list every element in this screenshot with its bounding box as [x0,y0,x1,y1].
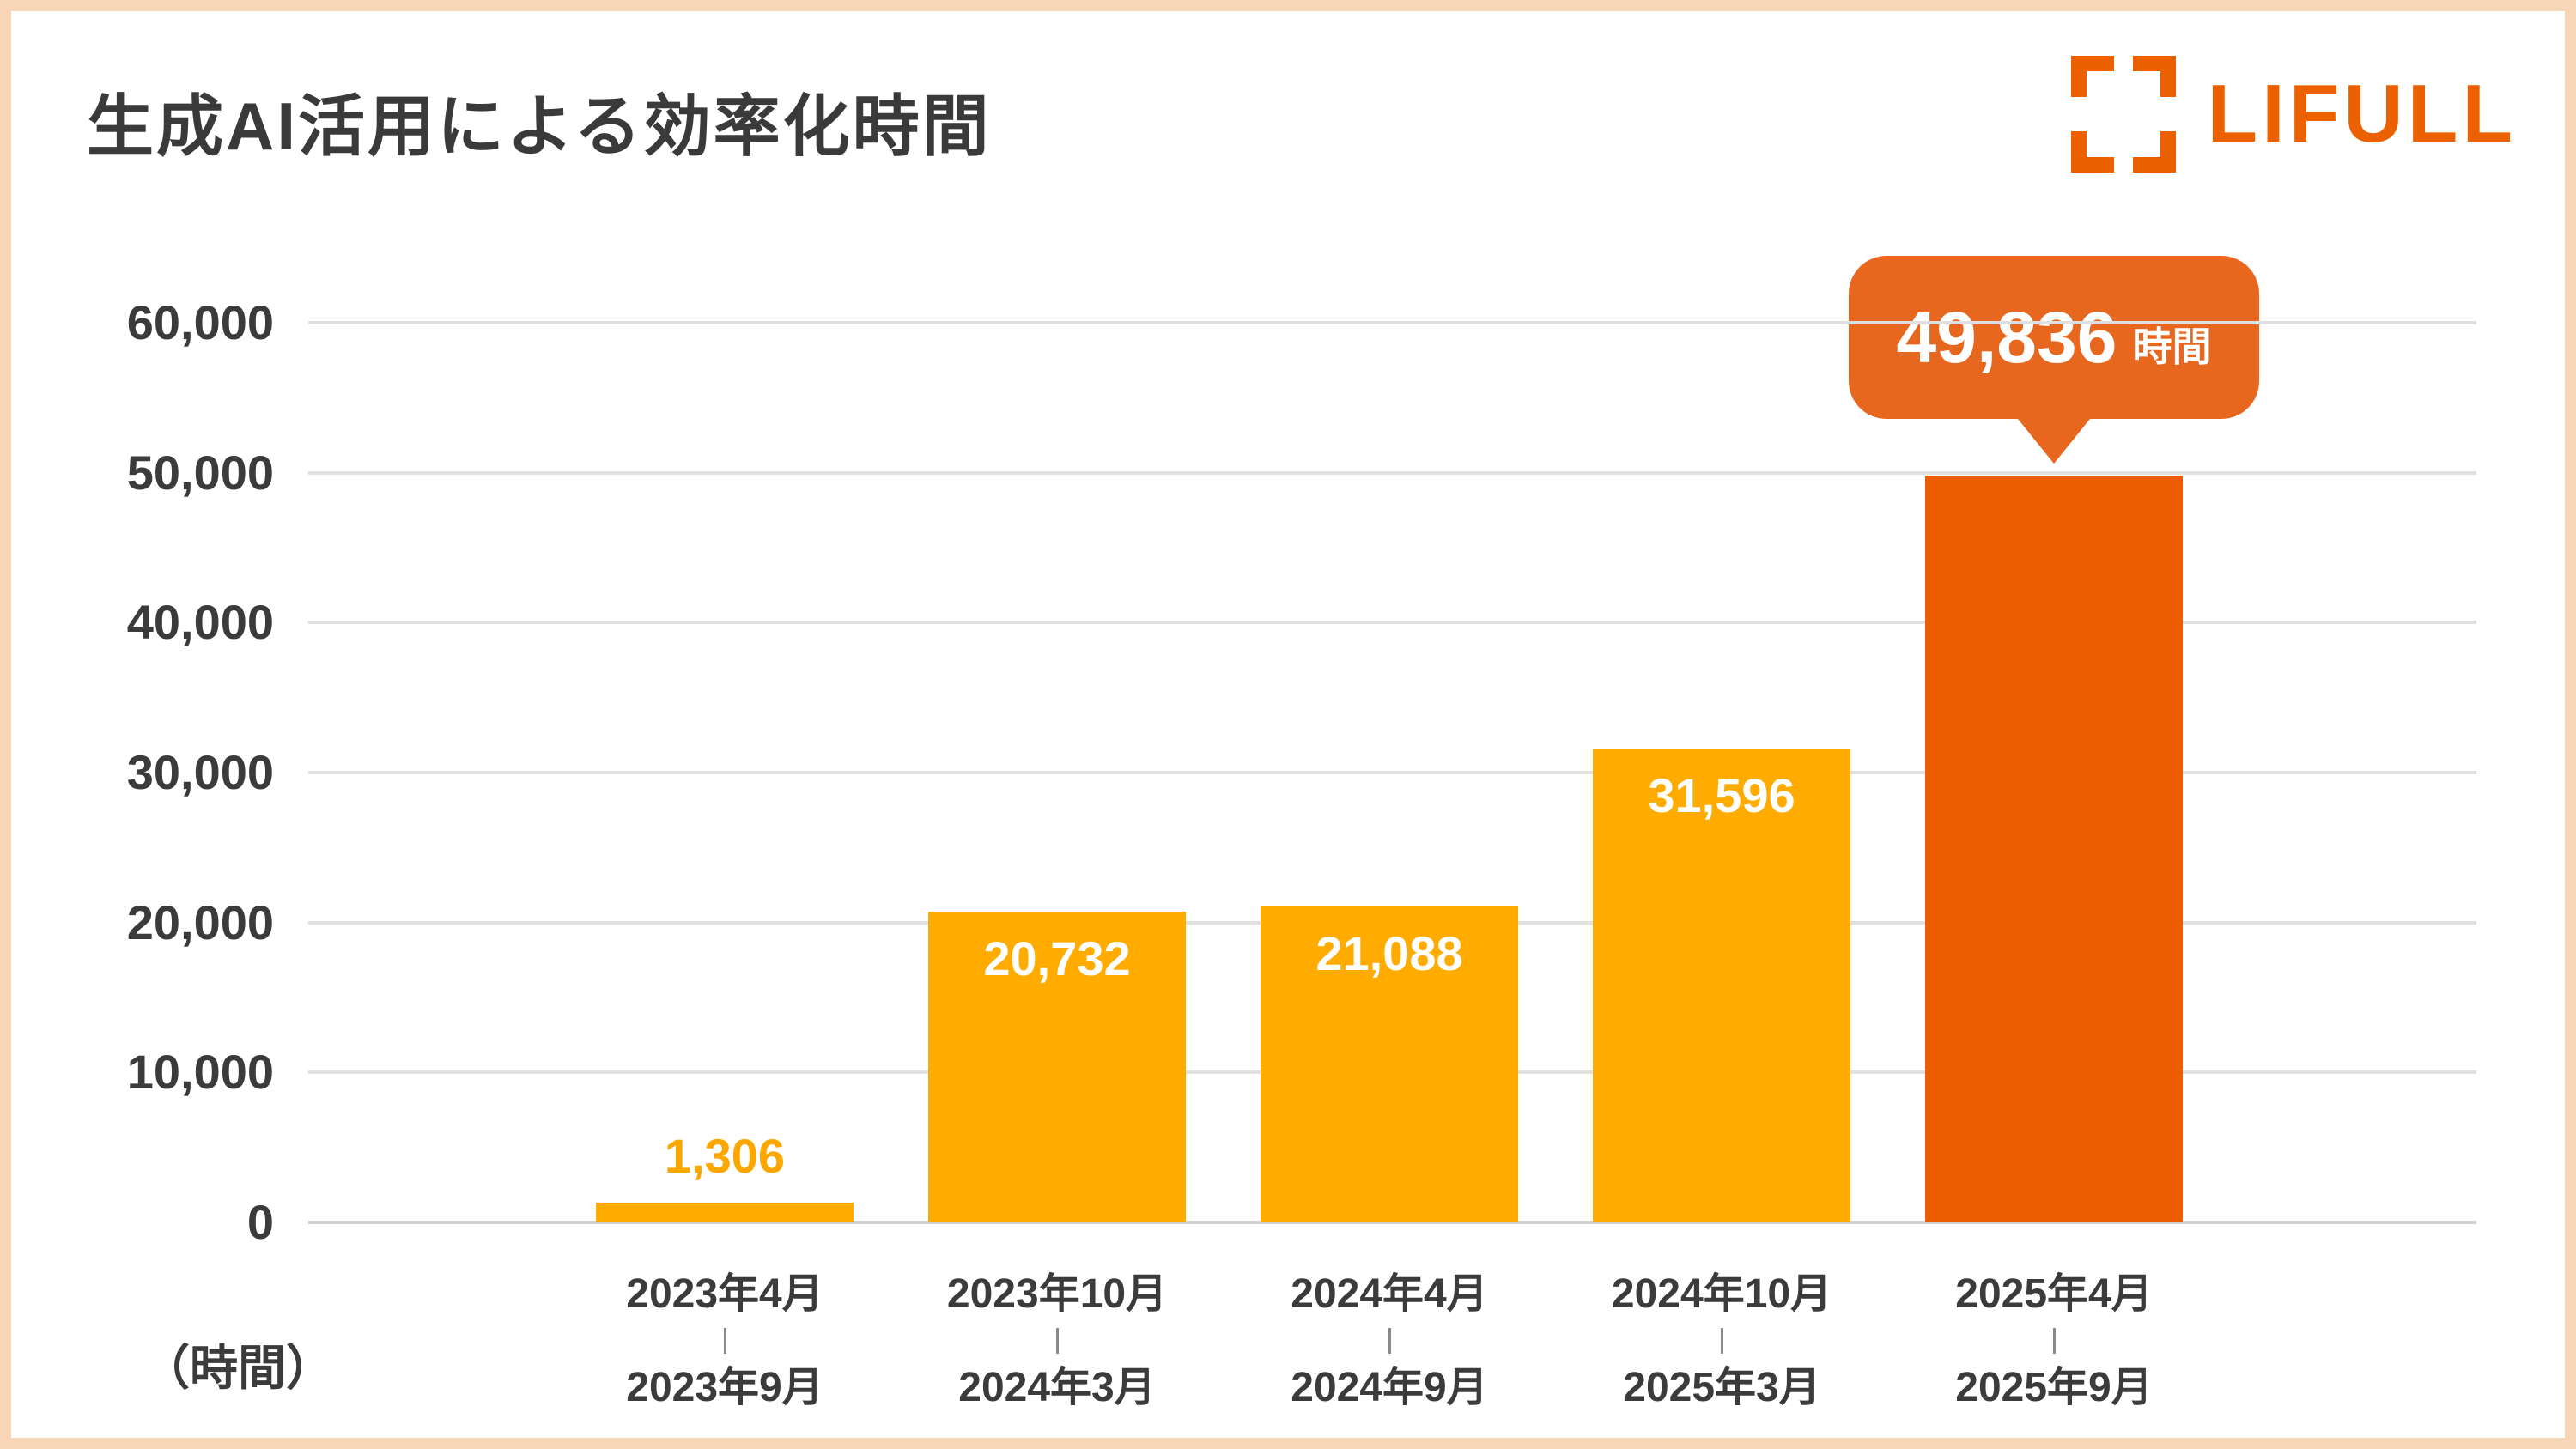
callout-value: 49,836 [1896,296,2117,378]
gridline [308,1221,2476,1224]
gridline [308,321,2476,324]
bar-value-label: 1,306 [664,1129,786,1184]
y-tick-label: 50,000 [126,445,274,500]
bar-value-label: 31,596 [1648,768,1795,823]
y-tick-label: 20,000 [126,894,274,949]
bar-5 [1925,475,2183,1222]
x-label-range-tick [1388,1328,1391,1355]
x-axis-label-group: 2025年4月 2025年9月 [1865,1270,2243,1411]
x-label-end: 2024年9月 [1291,1365,1488,1411]
bar-1: 1,306 [596,1129,854,1222]
callout-bubble: 49,836 時間 [1849,255,2259,464]
x-label-start: 2023年4月 [626,1271,823,1317]
page-title: 生成AI活用による効率化時間 [87,88,992,164]
lifull-logo: LIFULL [2071,56,2517,173]
y-axis-labels: 60,000 50,000 40,000 30,000 20,000 10,000 0 [63,299,274,1246]
gridline [308,621,2476,625]
x-label-end: 2023年9月 [626,1365,823,1411]
callout-unit: 時間 [2132,324,2212,369]
y-axis-unit-label: （時間） [142,1341,334,1395]
x-label-end: 2025年9月 [1955,1365,2153,1411]
x-label-range-tick [1720,1328,1723,1355]
bar-2: 20,732 [928,911,1186,1222]
y-tick-label: 0 [246,1195,274,1249]
lifull-frame-icon [2071,56,2177,173]
y-tick-label: 30,000 [126,745,274,799]
gridline [308,771,2476,774]
callout-tail-icon [2018,418,2090,464]
lifull-logo-text: LIFULL [2207,68,2517,160]
x-axis-label-group: 2023年10月 2024年3月 [868,1270,1246,1411]
x-label-end: 2024年3月 [958,1365,1156,1411]
bar-4: 31,596 [1593,749,1850,1222]
x-label-start: 2025年4月 [1955,1271,2153,1317]
y-tick-label: 60,000 [126,295,274,349]
bar-value-label: 20,732 [983,931,1131,985]
x-axis-label-group: 2024年10月 2025年3月 [1533,1270,1911,1411]
x-label-range-tick [723,1328,726,1355]
x-label-start: 2024年4月 [1291,1271,1488,1317]
y-tick-label: 10,000 [126,1045,274,1100]
x-label-start: 2023年10月 [946,1271,1168,1317]
y-tick-label: 40,000 [126,595,274,650]
x-label-range-tick [1055,1328,1059,1355]
x-label-end: 2025年3月 [1623,1365,1820,1411]
x-axis-label-group: 2023年4月 2023年9月 [536,1270,914,1411]
x-axis-label-group: 2024年4月 2024年9月 [1200,1270,1578,1411]
gridline [308,470,2476,475]
x-label-range-tick [2052,1328,2056,1355]
bar-value-label: 21,088 [1315,925,1463,980]
bar-3: 21,088 [1261,906,1518,1222]
x-label-start: 2024年10月 [1611,1271,1832,1317]
plot-area: 49,836 時間 1,306 2023年4月 2023年9月 20,732 2023年… [308,255,2476,1410]
